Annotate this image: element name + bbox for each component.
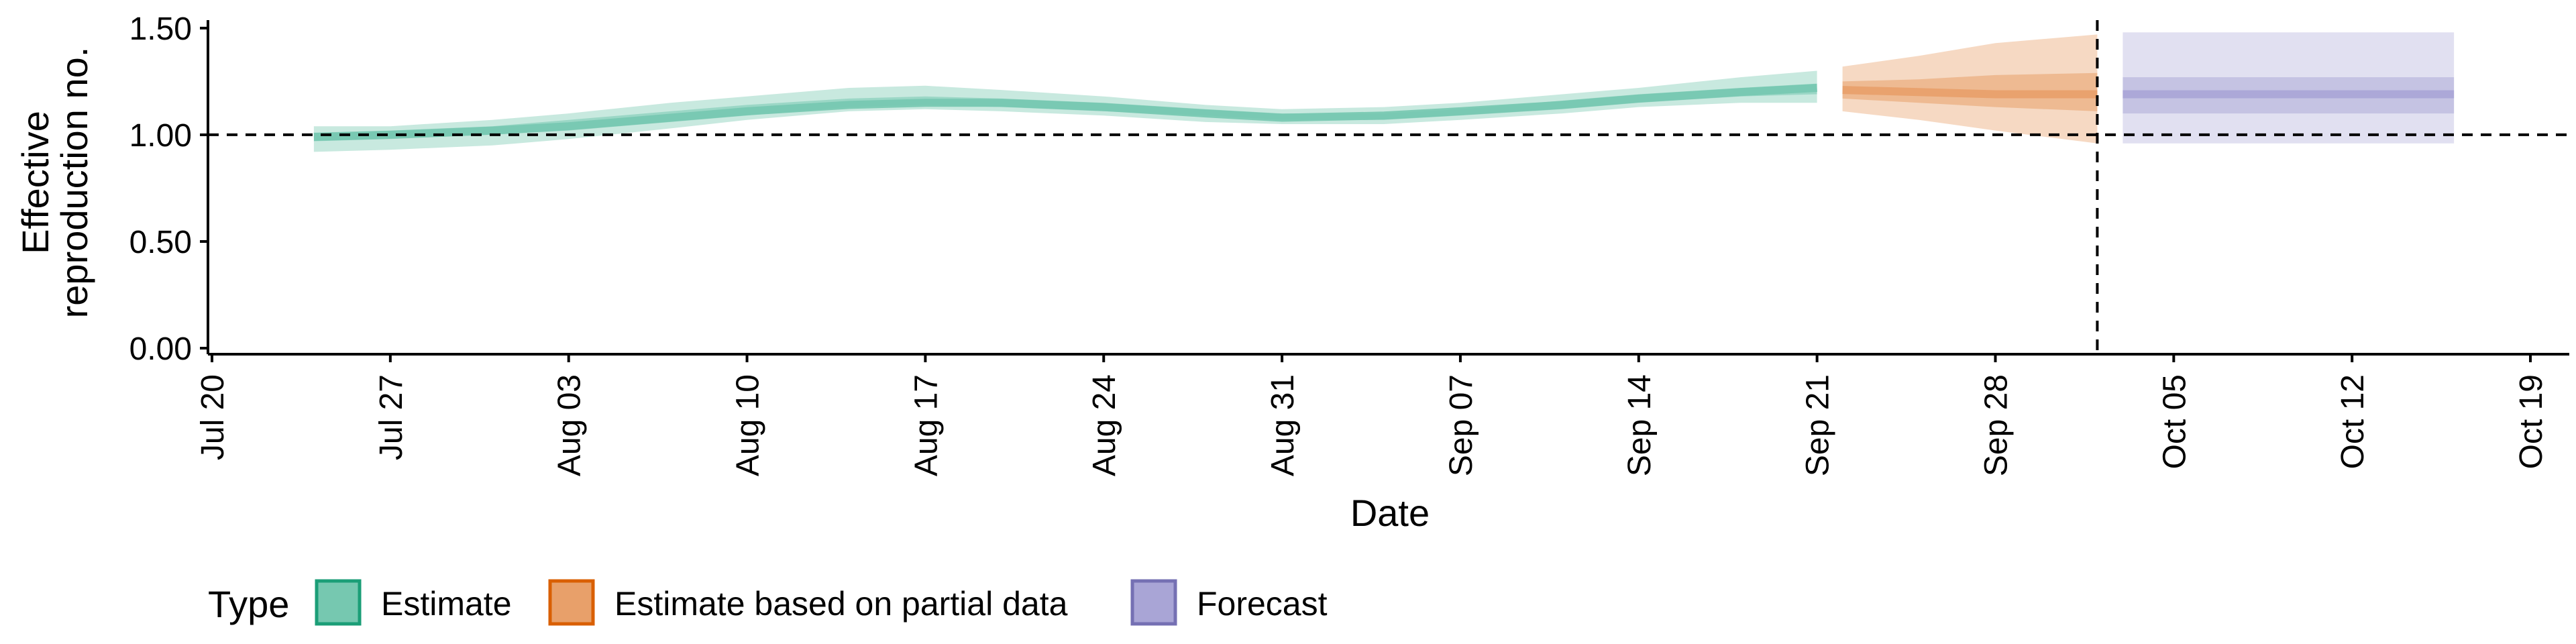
- y-axis-label-line: reproduction no.: [53, 47, 95, 319]
- x-tick-label: Jul 27: [374, 374, 409, 460]
- x-tick-label: Aug 31: [1265, 374, 1301, 476]
- x-axis-ticks: Jul 20 Jul 27 Aug 03 Aug 10 Aug 17 Aug 24 Aug …: [195, 354, 2549, 476]
- estimate-band-90: [313, 70, 1817, 152]
- x-tick-label: Sep 07: [1444, 374, 1479, 476]
- legend: Type Estimate Estimate based on partial da…: [208, 579, 1328, 626]
- x-tick-label: Sep 14: [1622, 374, 1658, 476]
- series-medians: [313, 84, 2455, 142]
- legend-label: Estimate: [381, 585, 512, 623]
- x-tick-label: Sep 28: [1979, 374, 2015, 476]
- y-tick-label: 0.00: [129, 331, 192, 367]
- axes: [207, 20, 2569, 356]
- x-tick-label: Sep 21: [1801, 374, 1836, 476]
- x-axis-label: Date: [1350, 492, 1430, 534]
- x-tick-label: Oct 19: [2514, 374, 2549, 469]
- x-tick-label: Jul 20: [195, 374, 231, 460]
- legend-swatch: [548, 579, 595, 626]
- legend-swatch: [315, 579, 362, 626]
- y-axis-label-line: Effective: [14, 111, 56, 254]
- legend-swatch: [1130, 579, 1177, 626]
- legend-label: Estimate based on partial data: [614, 585, 1068, 623]
- legend-label: Forecast: [1197, 585, 1328, 623]
- y-tick-label: 1.50: [129, 11, 192, 47]
- x-tick-label: Aug 10: [731, 374, 766, 476]
- estimate-based-on-partial-data-median-line: [1842, 86, 2098, 99]
- y-tick-label: 1.00: [129, 118, 192, 154]
- legend-title: Type: [208, 583, 289, 625]
- y-tick-label: 0.50: [129, 225, 192, 260]
- y-axis-ticks: 0.00 0.50 1.00 1.50: [129, 11, 208, 367]
- x-tick-label: Oct 12: [2335, 374, 2371, 469]
- estimate-median-line: [313, 84, 1817, 142]
- x-tick-label: Aug 17: [908, 374, 944, 476]
- x-tick-label: Aug 24: [1087, 374, 1122, 476]
- x-tick-label: Oct 05: [2157, 374, 2192, 469]
- x-tick-label: Aug 03: [552, 374, 588, 476]
